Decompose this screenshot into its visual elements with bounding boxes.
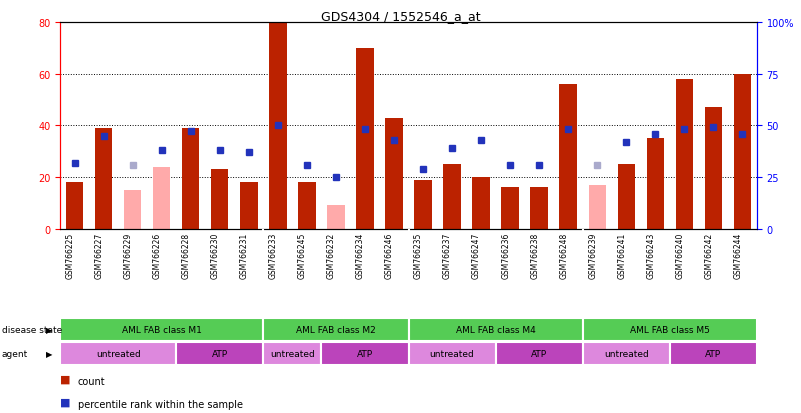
Text: GSM766247: GSM766247 [472, 232, 481, 278]
Bar [409, 318, 582, 342]
Bar [182, 128, 199, 229]
Text: GSM766246: GSM766246 [385, 232, 394, 278]
Bar [321, 342, 409, 366]
Text: GSM766229: GSM766229 [123, 232, 133, 278]
Text: untreated: untreated [270, 349, 315, 358]
Text: ▶: ▶ [46, 349, 52, 358]
Bar [414, 180, 432, 229]
Text: ATP: ATP [357, 349, 373, 358]
Bar [670, 342, 757, 366]
Text: ATP: ATP [531, 349, 547, 358]
Text: disease state: disease state [2, 325, 62, 335]
Bar [501, 188, 519, 229]
Bar [646, 139, 664, 229]
Text: GSM766239: GSM766239 [588, 232, 598, 278]
Text: AML FAB class M4: AML FAB class M4 [456, 325, 536, 335]
Bar [496, 342, 582, 366]
Bar [95, 128, 112, 229]
Text: GSM766244: GSM766244 [734, 232, 743, 278]
Bar [675, 79, 693, 229]
Bar [66, 183, 83, 229]
Bar [705, 108, 722, 229]
Text: GSM766241: GSM766241 [618, 232, 626, 278]
Bar [211, 170, 228, 229]
Bar [176, 342, 264, 366]
Bar [153, 167, 171, 229]
Text: GSM766233: GSM766233 [269, 232, 278, 278]
Text: count: count [78, 376, 105, 386]
Bar [327, 206, 344, 229]
Text: untreated: untreated [96, 349, 140, 358]
Text: GSM766248: GSM766248 [559, 232, 568, 278]
Text: GSM766225: GSM766225 [66, 232, 74, 278]
Bar [269, 23, 287, 229]
Bar [618, 165, 635, 229]
Bar [264, 342, 321, 366]
Text: ATP: ATP [706, 349, 722, 358]
Bar [734, 74, 751, 229]
Text: GSM766226: GSM766226 [153, 232, 162, 278]
Text: AML FAB class M1: AML FAB class M1 [122, 325, 202, 335]
Text: GSM766237: GSM766237 [443, 232, 452, 278]
Text: ■: ■ [60, 397, 70, 407]
Text: agent: agent [2, 349, 28, 358]
Bar [530, 188, 548, 229]
Text: GSM766236: GSM766236 [501, 232, 510, 278]
Bar [240, 183, 257, 229]
Text: GSM766235: GSM766235 [414, 232, 423, 278]
Text: GSM766227: GSM766227 [95, 232, 103, 278]
Text: GSM766238: GSM766238 [530, 232, 539, 278]
Text: AML FAB class M2: AML FAB class M2 [296, 325, 376, 335]
Bar [356, 48, 373, 229]
Text: untreated: untreated [604, 349, 649, 358]
Bar [409, 342, 496, 366]
Bar [60, 342, 176, 366]
Bar [589, 185, 606, 229]
Text: AML FAB class M5: AML FAB class M5 [630, 325, 710, 335]
Text: ▶: ▶ [46, 325, 52, 335]
Bar [385, 118, 403, 229]
Text: GSM766230: GSM766230 [211, 232, 219, 278]
Text: GSM766228: GSM766228 [182, 232, 191, 278]
Text: GSM766242: GSM766242 [704, 232, 714, 278]
Bar [473, 178, 489, 229]
Text: percentile rank within the sample: percentile rank within the sample [78, 399, 243, 409]
Text: GDS4304 / 1552546_a_at: GDS4304 / 1552546_a_at [320, 10, 481, 23]
Bar [124, 190, 141, 229]
Bar [443, 165, 461, 229]
Bar [264, 318, 409, 342]
Bar [559, 85, 577, 229]
Text: GSM766234: GSM766234 [356, 232, 365, 278]
Text: GSM766232: GSM766232 [327, 232, 336, 278]
Bar [298, 183, 316, 229]
Bar [582, 318, 757, 342]
Bar [582, 342, 670, 366]
Bar [60, 318, 264, 342]
Text: GSM766245: GSM766245 [298, 232, 307, 278]
Text: GSM766231: GSM766231 [239, 232, 249, 278]
Text: GSM766240: GSM766240 [675, 232, 684, 278]
Text: GSM766243: GSM766243 [646, 232, 655, 278]
Text: untreated: untreated [429, 349, 474, 358]
Text: ATP: ATP [211, 349, 227, 358]
Text: ■: ■ [60, 374, 70, 384]
